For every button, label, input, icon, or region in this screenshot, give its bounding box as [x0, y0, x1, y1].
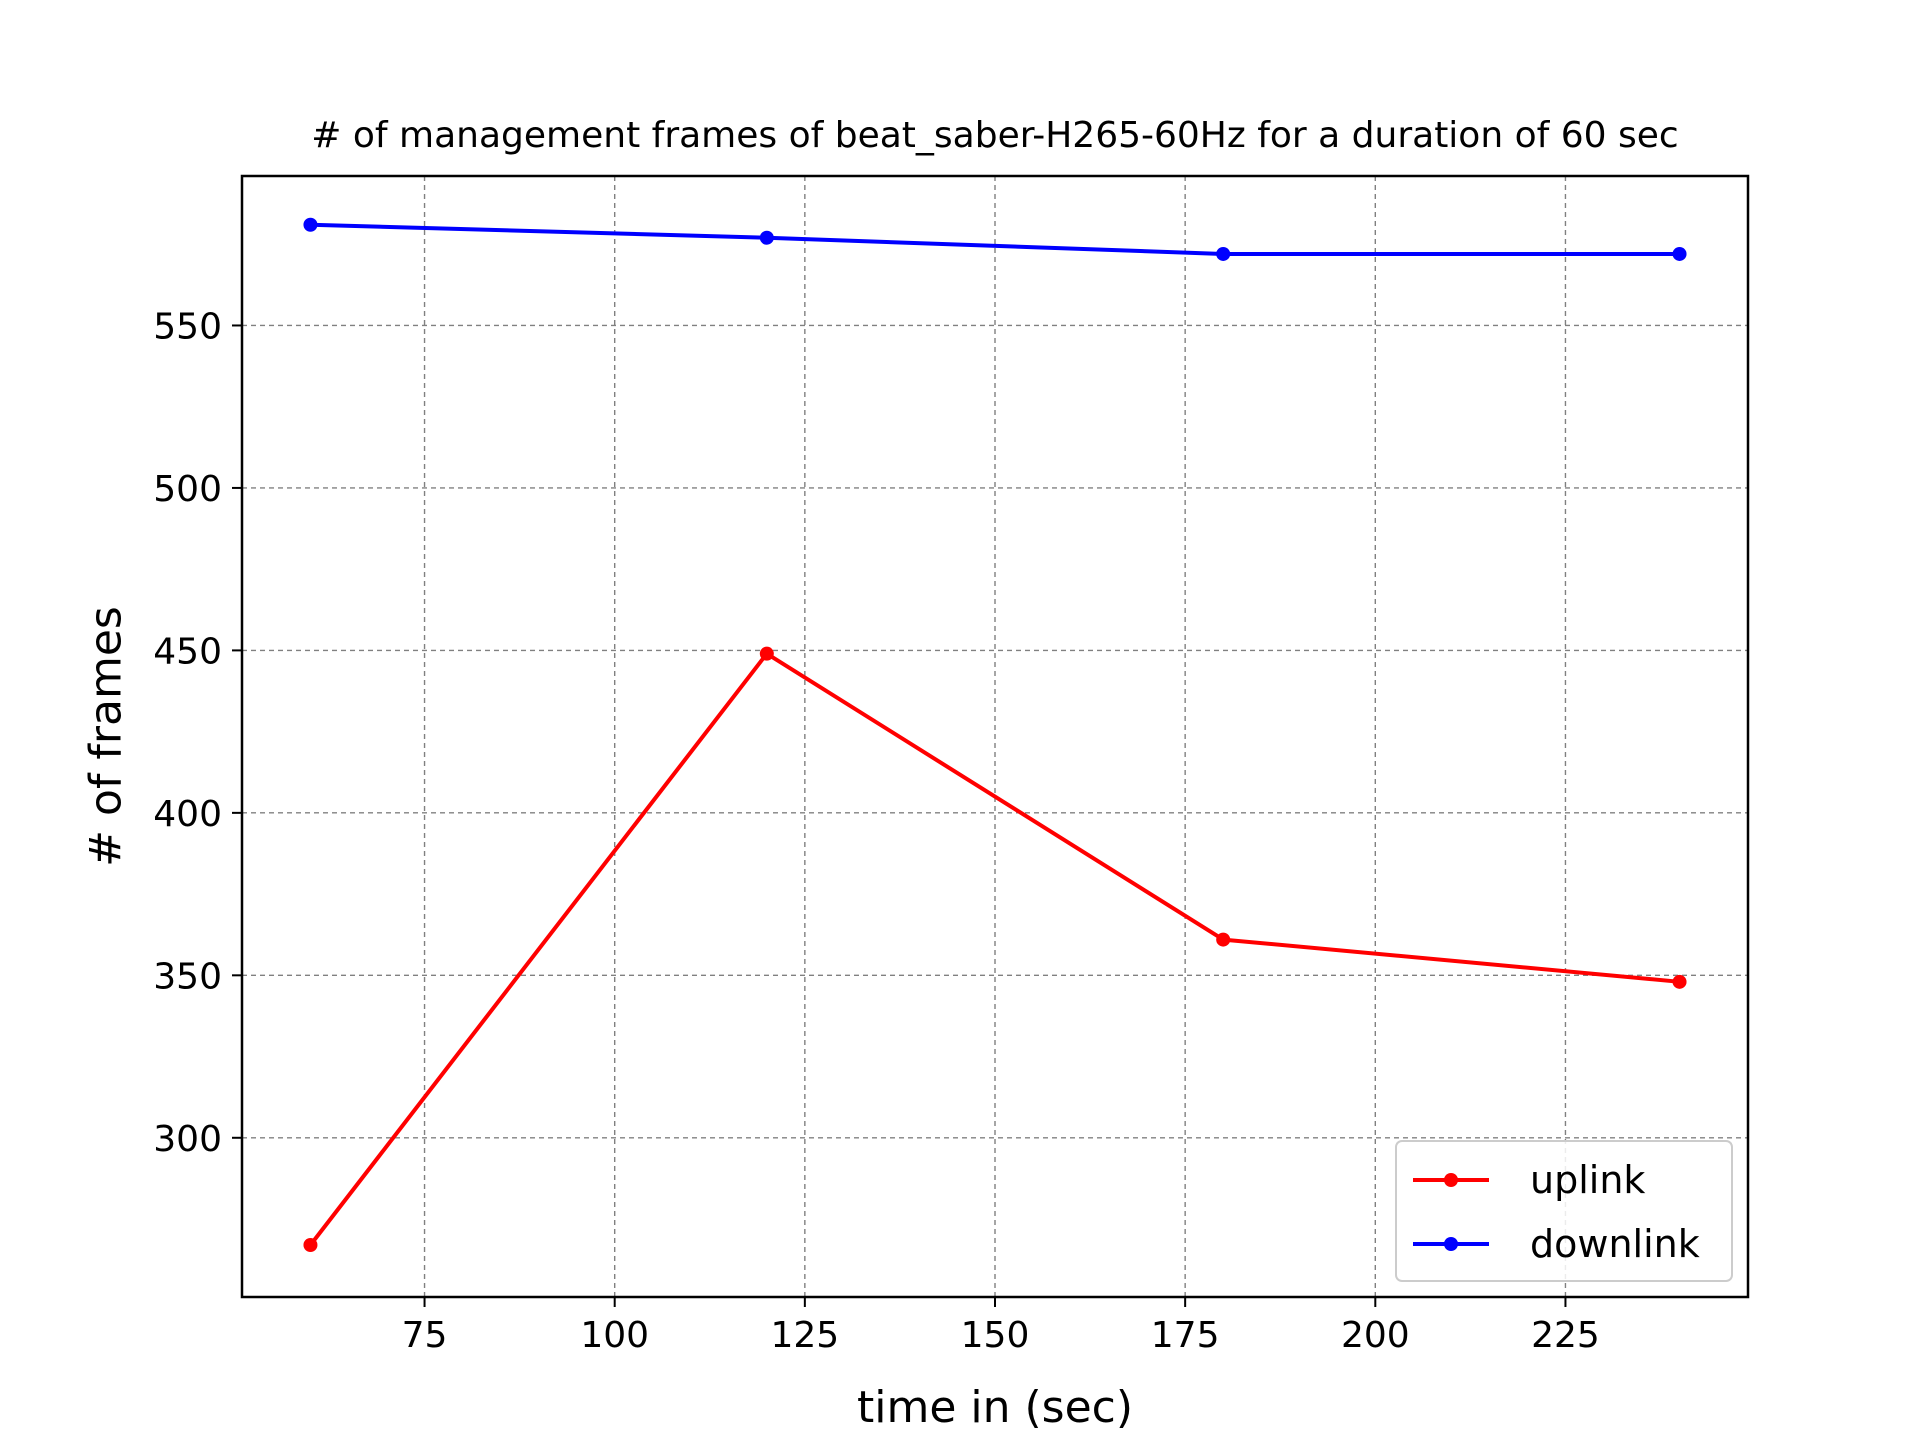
legend: uplink downlink: [1395, 1140, 1733, 1282]
legend-downlink-label: downlink: [1530, 1222, 1700, 1266]
y-tick-label: 350: [153, 956, 222, 997]
legend-downlink-swatch-marker: [1444, 1237, 1458, 1251]
y-tick-label: 500: [153, 469, 222, 510]
y-tick-label: 450: [153, 631, 222, 672]
x-tick-label: 150: [961, 1315, 1030, 1356]
x-tick-label: 200: [1341, 1315, 1410, 1356]
series-layer: [303, 217, 1687, 1253]
y-tick-label: 550: [153, 306, 222, 347]
downlink-data-point: [1672, 246, 1687, 261]
downlink-data-point: [759, 230, 774, 245]
uplink-data-point: [1672, 974, 1687, 989]
x-tick-label: 225: [1531, 1315, 1600, 1356]
y-axis-label: # of frames: [80, 606, 131, 867]
chart-title: # of management frames of beat_saber-H26…: [311, 115, 1678, 156]
downlink-data-point: [1216, 246, 1231, 261]
x-tick-label: 100: [580, 1315, 649, 1356]
uplink-data-point: [303, 1238, 318, 1253]
uplink-data-point: [759, 646, 774, 661]
legend-uplink-label: uplink: [1530, 1158, 1645, 1202]
ticks: 75 100 125 150 175 200 225 300 350 400 450 500 550: [153, 306, 1600, 1356]
y-tick-label: 300: [153, 1119, 222, 1160]
y-tick-label: 400: [153, 794, 222, 835]
x-tick-label: 125: [770, 1315, 839, 1356]
grid: [242, 176, 1748, 1297]
uplink-series-line: [308, 651, 1680, 1247]
legend-uplink-swatch-marker: [1444, 1173, 1458, 1187]
x-axis-label: time in (sec): [857, 1382, 1133, 1433]
x-tick-label: 175: [1151, 1315, 1220, 1356]
uplink-data-point: [1216, 932, 1231, 947]
x-tick-label: 75: [402, 1315, 448, 1356]
downlink-series-line: [310, 222, 1680, 256]
downlink-data-point: [303, 217, 318, 232]
